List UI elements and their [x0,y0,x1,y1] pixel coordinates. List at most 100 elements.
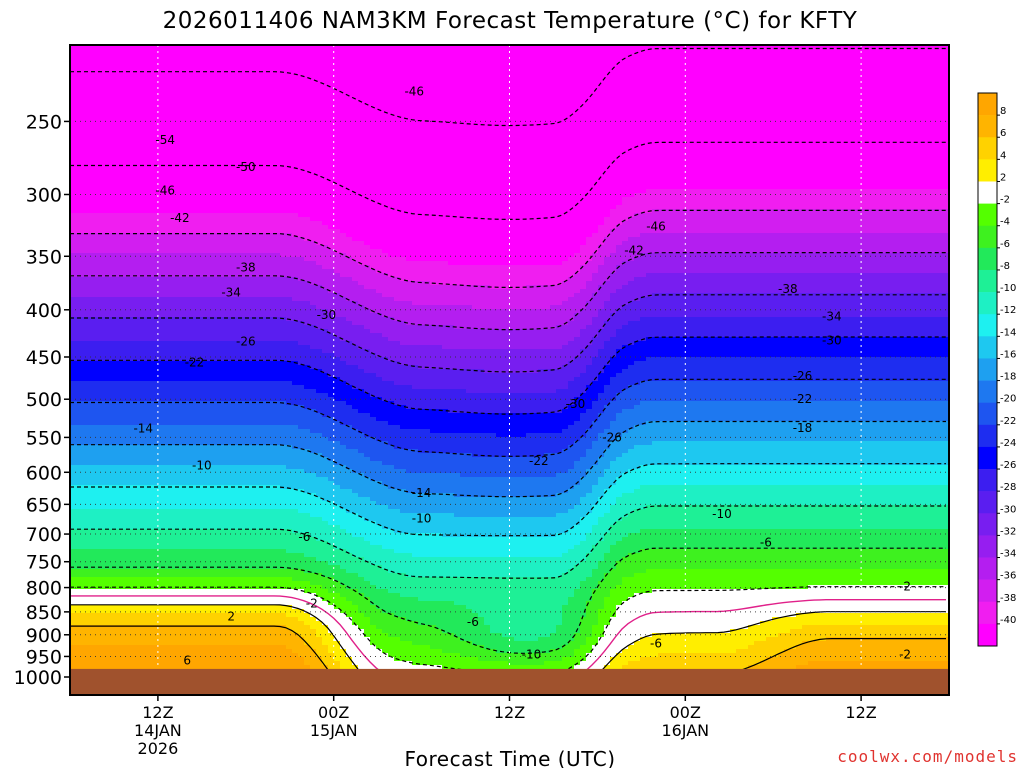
field-cell [226,105,233,110]
field-cell [94,517,101,522]
field-cell [70,313,77,318]
field-cell [124,341,131,346]
field-cell [250,301,257,306]
field-cell [184,597,191,602]
field-cell [82,437,89,442]
field-cell [142,65,149,70]
field-cell [250,65,257,70]
field-cell [196,373,203,378]
field-cell [106,277,113,282]
field-cell [232,385,239,390]
field-cell [142,577,149,582]
field-cell [190,325,197,330]
field-cell [184,401,191,406]
field-cell [154,413,161,418]
field-cell [190,521,197,526]
field-cell [94,509,101,514]
field-cell [196,129,203,134]
field-cell [196,257,203,262]
field-cell [148,485,155,490]
field-cell [208,261,215,266]
field-cell [244,461,251,466]
field-cell [166,309,173,314]
field-cell [88,341,95,346]
field-cell [70,421,77,426]
field-cell [124,645,131,650]
field-cell [70,209,77,214]
field-cell [208,185,215,190]
field-cell [118,473,125,478]
field-cell [124,165,131,170]
field-cell [208,45,215,50]
field-cell [112,133,119,138]
field-cell [160,465,167,470]
field-cell [178,637,185,642]
field-cell [202,465,209,470]
field-cell [124,277,131,282]
field-cell [130,389,137,394]
field-cell [94,413,101,418]
field-cell [220,153,227,158]
field-cell [178,617,185,622]
field-cell [184,337,191,342]
field-cell [220,621,227,626]
field-cell [148,321,155,326]
field-cell [94,293,101,298]
field-cell [82,393,89,398]
field-cell [220,397,227,402]
field-cell [220,305,227,310]
field-cell [220,637,227,642]
field-cell [118,101,125,106]
field-cell [154,153,161,158]
field-cell [136,137,143,142]
field-cell [100,165,107,170]
field-cell [232,169,239,174]
field-cell [148,113,155,118]
field-cell [82,141,89,146]
field-cell [208,405,215,410]
field-cell [214,221,221,226]
field-cell [220,453,227,458]
field-cell [106,73,113,78]
field-cell [100,529,107,534]
field-cell [232,273,239,278]
field-cell [100,469,107,474]
field-cell [148,181,155,186]
field-cell [106,85,113,90]
field-cell [142,465,149,470]
field-cell [148,165,155,170]
field-cell [118,217,125,222]
field-cell [160,609,167,614]
field-cell [250,349,257,354]
field-cell [160,621,167,626]
field-cell [178,153,185,158]
field-cell [178,557,185,562]
field-cell [142,141,149,146]
field-cell [220,69,227,74]
field-cell [208,249,215,254]
field-cell [202,237,209,242]
field-cell [142,193,149,198]
field-cell [244,353,251,358]
field-cell [142,581,149,586]
field-cell [166,101,173,106]
field-cell [106,385,113,390]
field-cell [106,389,113,394]
field-cell [70,429,77,434]
field-cell [220,529,227,534]
field-cell [232,581,239,586]
field-cell [244,157,251,162]
field-cell [226,101,233,106]
field-cell [124,369,131,374]
field-cell [94,421,101,426]
field-cell [70,329,77,334]
field-cell [190,637,197,642]
field-cell [244,85,251,90]
field-cell [76,237,83,242]
field-cell [202,441,209,446]
field-cell [202,413,209,418]
field-cell [124,469,131,474]
field-cell [76,209,83,214]
field-cell [154,189,161,194]
field-cell [190,493,197,498]
